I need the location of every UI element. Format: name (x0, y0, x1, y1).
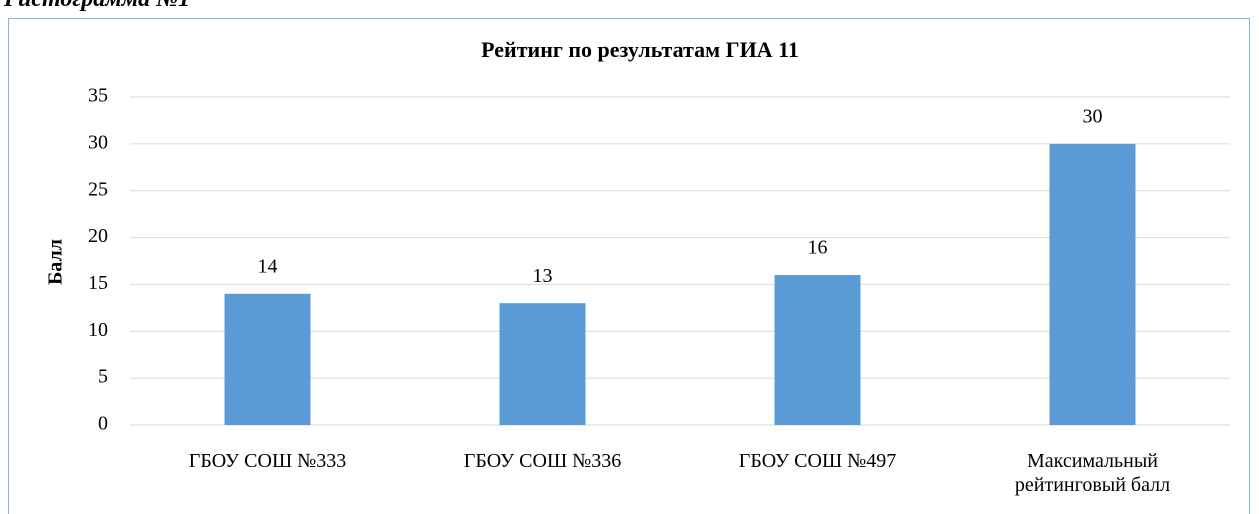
bar (774, 275, 861, 425)
caption: Гистограмма №1 (4, 0, 190, 13)
data-label: 13 (533, 265, 553, 287)
y-tick-label: 30 (88, 131, 108, 153)
bar (1049, 143, 1136, 425)
x-tick-label: ГБОУ СОШ №497 (738, 450, 897, 472)
y-tick-label: 10 (88, 319, 108, 341)
chart-title: Рейтинг по результатам ГИА 11 (481, 37, 799, 62)
bar (499, 303, 586, 425)
chart-frame (8, 18, 1250, 514)
data-label: 30 (1083, 105, 1103, 127)
data-label: 16 (808, 237, 828, 259)
y-tick-label: 25 (88, 178, 108, 200)
x-tick-label: Максимальный рейтинговый балл (1014, 450, 1171, 496)
y-tick-label: 35 (88, 85, 108, 107)
x-tick-label: ГБОУ СОШ №336 (463, 450, 622, 472)
y-axis-label: Балл (45, 239, 67, 285)
y-tick-label: 0 (98, 413, 108, 435)
x-tick-label: ГБОУ СОШ №333 (188, 450, 347, 472)
y-tick-label: 20 (88, 225, 108, 247)
y-tick-label: 15 (88, 272, 108, 294)
y-tick-label: 5 (98, 366, 108, 388)
bar (224, 293, 311, 425)
data-label: 14 (258, 255, 278, 277)
